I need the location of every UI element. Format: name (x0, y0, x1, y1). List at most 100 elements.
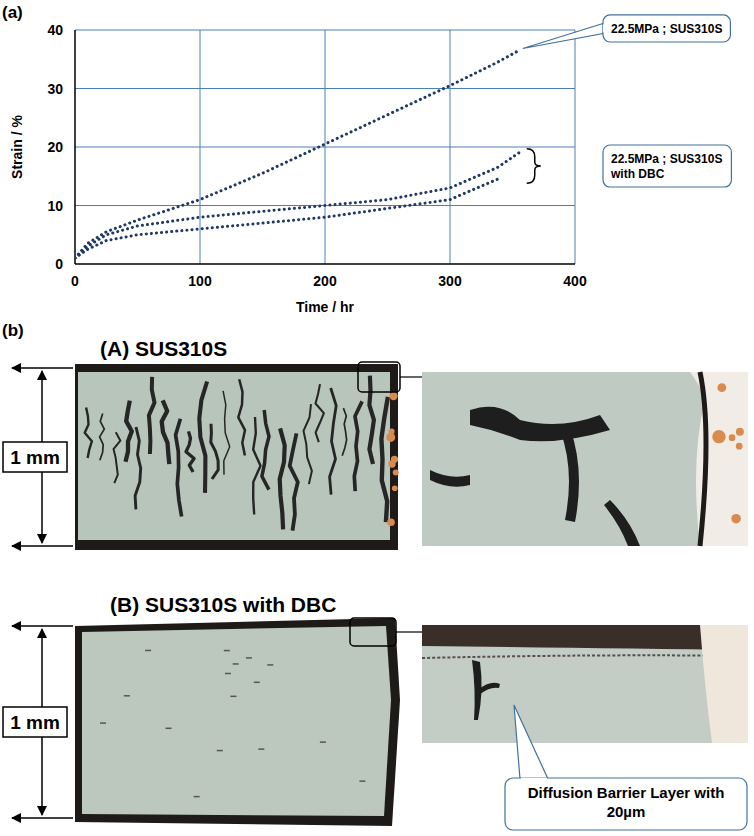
zoom-box (358, 362, 400, 392)
crack (430, 470, 470, 487)
callout-box (505, 778, 747, 830)
callout-box (603, 15, 730, 42)
pit (320, 741, 326, 743)
micrograph-zoom (422, 372, 748, 546)
crack (114, 432, 121, 483)
metal (422, 625, 748, 743)
grid (75, 30, 575, 264)
oxide (731, 514, 741, 524)
crack (330, 388, 337, 495)
pit (230, 696, 236, 698)
mount (75, 618, 400, 826)
crack (199, 382, 207, 493)
edge (700, 372, 706, 546)
pit (194, 796, 200, 798)
crack (381, 397, 388, 522)
grid-line (450, 30, 451, 264)
pit (267, 664, 273, 666)
x-axis (75, 263, 575, 265)
pit (246, 657, 252, 659)
zoom-link (400, 376, 422, 377)
crack (211, 424, 218, 479)
pit (225, 673, 231, 675)
metal (82, 626, 391, 816)
ground (690, 372, 748, 546)
scale-box (3, 707, 67, 737)
text-line: 22.5MPa ; SUS310S (611, 22, 722, 36)
crack (280, 428, 285, 529)
scale-arrow (12, 817, 73, 819)
micrograph (75, 618, 422, 826)
crack (262, 410, 269, 490)
grid-line (200, 30, 201, 264)
scale-bar: 1 mm (3, 368, 73, 546)
grid-line (325, 30, 326, 264)
oxide (386, 433, 395, 442)
series-line (75, 179, 498, 258)
series-label: 22.5MPa ; SUS310Swith DBC (610, 152, 722, 181)
panel-label: (a) (2, 3, 23, 22)
pit (166, 728, 172, 730)
oxide (392, 485, 398, 491)
micrograph (75, 362, 422, 550)
callout-box (603, 145, 731, 187)
pit (359, 780, 365, 782)
crack (604, 500, 640, 546)
metal (78, 372, 390, 540)
x-tick-label: 100 (188, 273, 212, 289)
oxide (387, 518, 395, 526)
crack (100, 413, 105, 460)
mount (75, 364, 398, 550)
crack (223, 391, 230, 475)
x-tick-label: 400 (563, 273, 587, 289)
crack (470, 407, 610, 442)
y-tick-label: 20 (47, 139, 63, 155)
crack (316, 384, 324, 442)
scale-arrow (12, 545, 73, 547)
crack (149, 377, 155, 454)
pit (100, 722, 106, 724)
crack (560, 428, 579, 522)
text-line: 20µm (607, 803, 646, 820)
pit (254, 682, 260, 684)
x-axis-title: Time / hr (296, 299, 355, 315)
text-line: with DBC (610, 167, 665, 181)
pit (258, 748, 264, 750)
x-tick-label: 300 (438, 273, 462, 289)
callout-pointer (523, 23, 603, 48)
scale-arrow (12, 367, 73, 369)
crack (238, 379, 245, 455)
x-tick-label: 200 (313, 273, 337, 289)
oxide (712, 430, 725, 443)
y-tick-label: 10 (47, 198, 63, 214)
pit (124, 695, 130, 697)
y-axis (74, 30, 76, 264)
callout-join (603, 24, 605, 32)
series-line (75, 51, 519, 259)
barrier-layer (422, 655, 748, 658)
oxide (391, 456, 398, 463)
crack (186, 431, 194, 472)
pit (217, 750, 223, 752)
pit (233, 663, 239, 665)
series-line (75, 153, 519, 258)
crack (176, 419, 182, 517)
y-axis-title: Strain / % (9, 115, 25, 179)
callouts: 22.5MPa ; SUS310S 22.5MPa ; SUS310Swith D… (523, 15, 732, 187)
crack (342, 408, 346, 456)
crack (290, 433, 298, 530)
ground (700, 625, 748, 743)
callout-pointer (514, 705, 548, 779)
y-tick-label: 0 (55, 256, 63, 272)
series-group (75, 51, 519, 259)
grid-line (575, 30, 576, 264)
oxide (717, 383, 726, 392)
scale-label: 1 mm (10, 447, 60, 468)
micrograph-zoom (422, 625, 748, 743)
panel-title: (A) SUS310S (100, 337, 227, 360)
pit (224, 650, 230, 652)
callout-label: Diffusion Barrier Layer with20µm (528, 784, 725, 820)
series-label: 22.5MPa ; SUS310S (611, 22, 722, 36)
crack (369, 376, 374, 464)
zoom-box (350, 618, 396, 646)
